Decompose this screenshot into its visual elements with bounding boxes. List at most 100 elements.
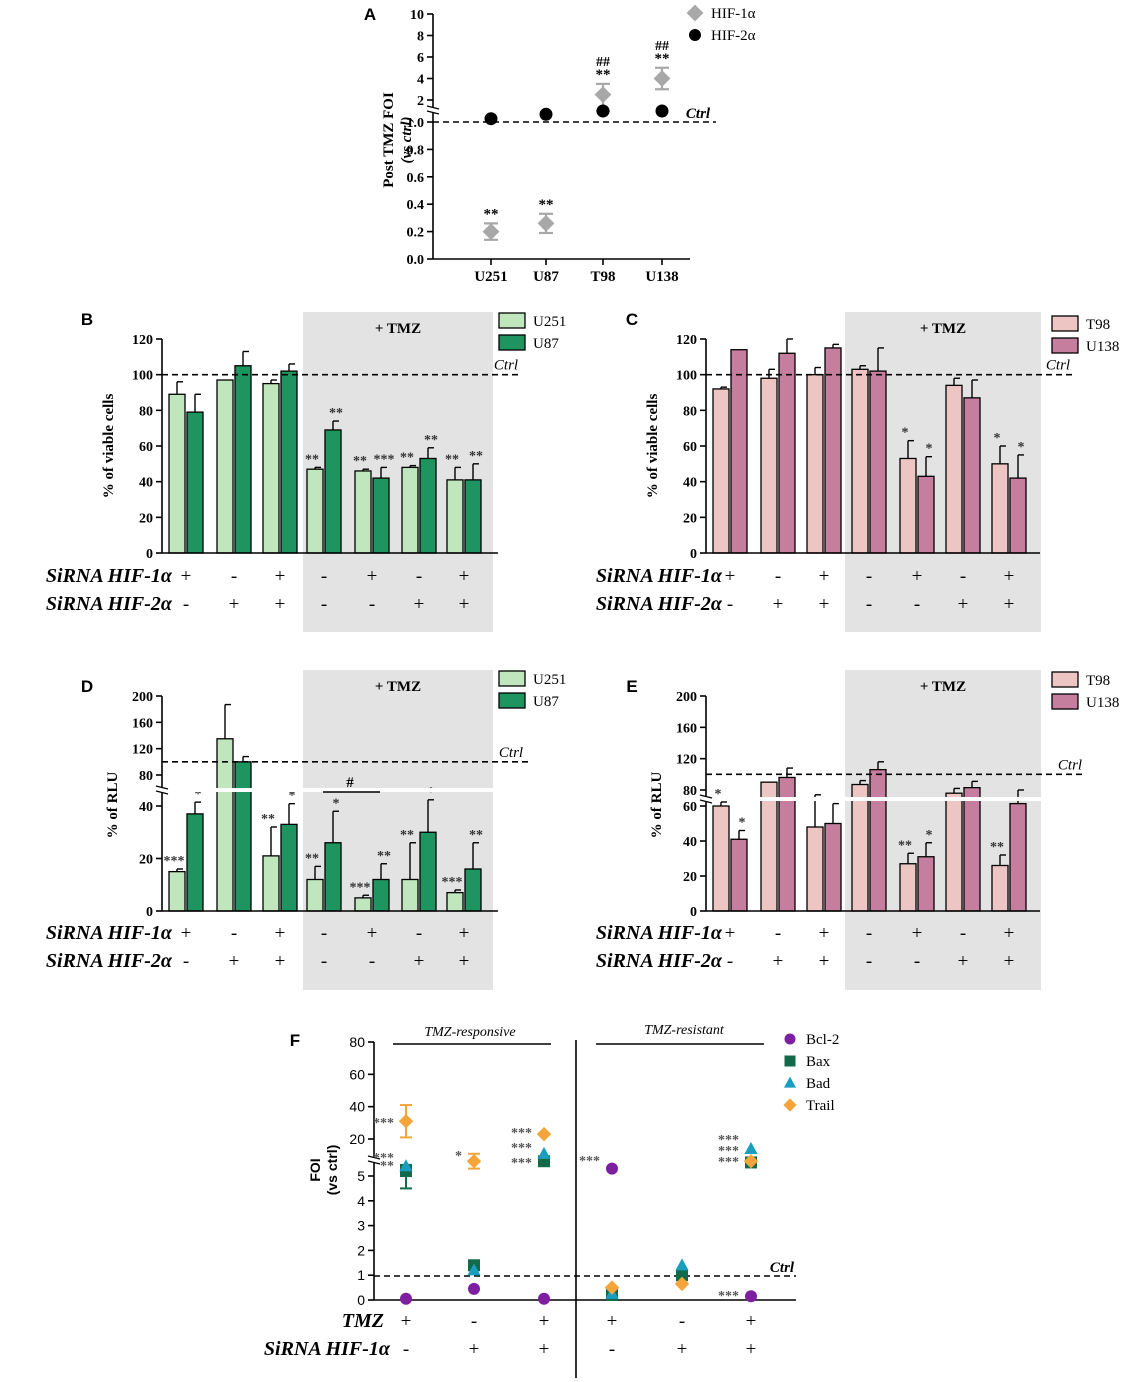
bar-u138 bbox=[730, 349, 748, 554]
y-tick-label-a: 8 bbox=[417, 30, 424, 45]
legend-swatch bbox=[1051, 337, 1079, 354]
bar-u87 bbox=[372, 477, 390, 554]
hif1a-point bbox=[537, 214, 555, 232]
x-tick-label-a: U138 bbox=[645, 269, 678, 285]
group-label: TMZ-resistant bbox=[644, 1023, 725, 1038]
significance-stars: ** bbox=[400, 828, 414, 843]
significance-stars-f: *** bbox=[511, 1126, 532, 1141]
y-tick-label: 40 bbox=[683, 835, 697, 850]
sirna-hif2a-row-sign: + bbox=[459, 594, 470, 615]
sirna-hif2a-row-sign: + bbox=[958, 594, 969, 615]
axis-break-tick bbox=[699, 794, 713, 799]
axis-break-tick bbox=[426, 110, 440, 115]
sirna-hif1a-row-sign: - bbox=[416, 923, 422, 944]
bad-point bbox=[675, 1258, 689, 1271]
panel-label: E bbox=[626, 677, 637, 696]
significance-stars: * bbox=[902, 426, 909, 441]
y-tick-label: 160 bbox=[676, 721, 697, 736]
sirna-hif2a-row-sign: + bbox=[1004, 951, 1015, 972]
bar-u138 bbox=[917, 475, 935, 554]
bar-u251 bbox=[262, 855, 280, 912]
sirna-hif1a-row-sign: - bbox=[866, 566, 872, 587]
legend-label: HIF-1α bbox=[711, 6, 756, 22]
legend-swatch bbox=[498, 334, 526, 351]
y-tick-label: 60 bbox=[683, 800, 697, 815]
axis-break-gap bbox=[427, 107, 439, 113]
significance-stars: ** bbox=[990, 840, 1004, 855]
panel-label: D bbox=[81, 677, 93, 696]
significance-stars-a: ** bbox=[484, 206, 499, 222]
significance-hash-a: ## bbox=[655, 39, 669, 54]
y-tick-label-f: 4 bbox=[357, 1193, 365, 1209]
sirna-hif1a-row-sign: - bbox=[866, 923, 872, 944]
legend-label: U87 bbox=[533, 336, 559, 352]
y-tick-label: 0 bbox=[146, 547, 153, 562]
significance-stars: *** bbox=[350, 880, 371, 895]
significance-stars: ** bbox=[261, 812, 275, 827]
significance-stars-f: *** bbox=[718, 1289, 739, 1304]
significance-stars-a: ** bbox=[596, 67, 611, 83]
sirna-hif2a-row-sign: - bbox=[183, 951, 189, 972]
y-tick-label: 80 bbox=[139, 404, 153, 419]
sirna-hif2a-row-sign: + bbox=[414, 594, 425, 615]
sirna-hif2a-row-sign: - bbox=[369, 594, 375, 615]
y-tick-label: 20 bbox=[683, 511, 697, 526]
significance-hash-d: # bbox=[346, 775, 354, 791]
significance-stars-f: *** bbox=[373, 1116, 394, 1131]
y-tick-label-f: 5 bbox=[357, 1168, 365, 1184]
legend-swatch bbox=[1051, 693, 1079, 710]
significance-stars-f: *** bbox=[579, 1154, 600, 1169]
bar-u138 bbox=[869, 370, 887, 554]
bar-u87 bbox=[419, 831, 437, 912]
significance-stars: * bbox=[195, 787, 202, 802]
sirna-hif1a-row-sign: - bbox=[231, 566, 237, 587]
axis-break-tick bbox=[699, 799, 713, 804]
y-tick-label: 160 bbox=[132, 716, 153, 731]
sirna-hif1a-row-sign: + bbox=[367, 923, 378, 944]
bar-u251 bbox=[262, 382, 280, 554]
legend-label: U251 bbox=[533, 314, 566, 330]
ctrl-label: Ctrl bbox=[1046, 358, 1070, 374]
bar-u138 bbox=[963, 397, 981, 554]
significance-stars: * bbox=[926, 828, 933, 843]
significance-stars-f: *** bbox=[373, 1151, 394, 1166]
y-tick-label-a: 0.2 bbox=[407, 226, 425, 241]
sirna-hif2a-row-sign: + bbox=[773, 951, 784, 972]
legend-swatch bbox=[1051, 671, 1079, 688]
sirna-hif2a-row-sign: + bbox=[414, 951, 425, 972]
bar-u138 bbox=[963, 787, 981, 912]
sirna-hif1a-row-sign: - bbox=[960, 923, 966, 944]
sirna-hif2a-row-sign: + bbox=[229, 594, 240, 615]
axis-break-band bbox=[707, 797, 1041, 801]
significance-stars: * bbox=[428, 785, 435, 800]
sirna-hif1a-row-f-sign: + bbox=[746, 1339, 757, 1360]
tmz-row-sign: + bbox=[746, 1311, 757, 1332]
tmz-row-sign: + bbox=[539, 1311, 550, 1332]
bar-t98 bbox=[945, 384, 963, 554]
sirna-hif2a-row-sign: - bbox=[914, 594, 920, 615]
bar-u251 bbox=[168, 870, 186, 912]
bar-u87 bbox=[234, 365, 252, 554]
bar-t98 bbox=[851, 783, 869, 912]
bar-u138 bbox=[869, 768, 887, 912]
y-tick-label: 100 bbox=[132, 369, 153, 384]
bar-t98 bbox=[945, 792, 963, 912]
sirna-hif2a-row-sign: - bbox=[866, 951, 872, 972]
bax-point bbox=[676, 1269, 688, 1282]
sirna-hif1a-row-f-sign: + bbox=[677, 1339, 688, 1360]
sirna-hif1a-row-sign: - bbox=[416, 566, 422, 587]
bar-u251 bbox=[401, 466, 419, 554]
significance-stars: * bbox=[333, 796, 340, 811]
axis-break-gap bbox=[700, 796, 712, 802]
trail-point bbox=[743, 1154, 759, 1169]
sirna-hif2a-row-sign: + bbox=[275, 951, 286, 972]
y-tick-label: 40 bbox=[139, 476, 153, 491]
tmz-row-label: TMZ bbox=[342, 1310, 384, 1332]
y-tick-label: 100 bbox=[676, 369, 697, 384]
tmz-label: + TMZ bbox=[920, 679, 966, 695]
significance-stars: * bbox=[926, 442, 933, 457]
y-tick-label-a: 0.4 bbox=[407, 198, 425, 213]
y-axis-label: % of viable cells bbox=[645, 394, 661, 499]
significance-stars: ** bbox=[469, 828, 483, 843]
y-tick-label: 60 bbox=[139, 440, 153, 455]
